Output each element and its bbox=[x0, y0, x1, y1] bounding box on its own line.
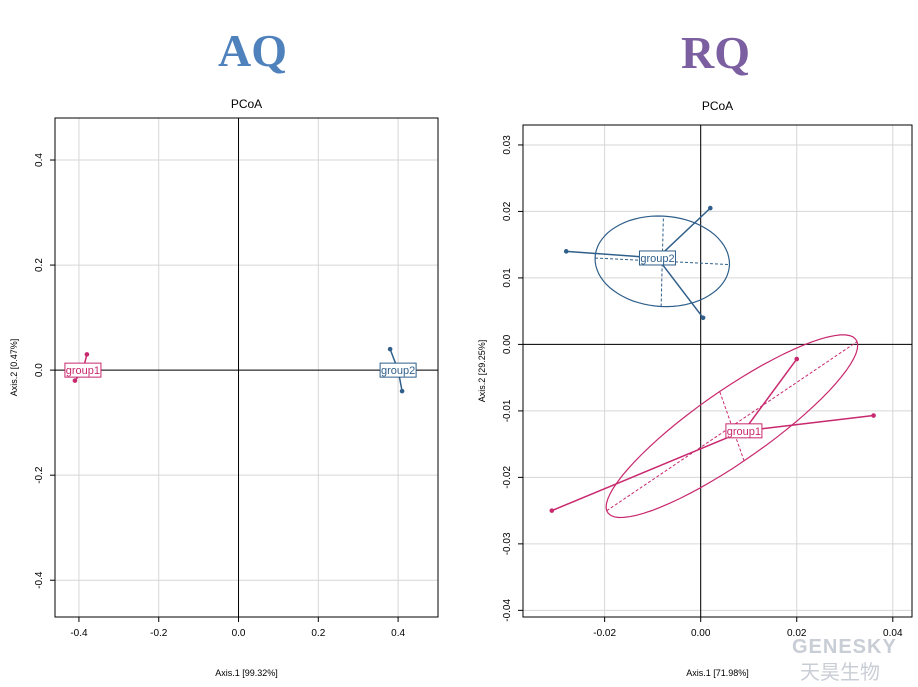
y-tick-label: 0.0 bbox=[34, 363, 45, 377]
y-axis-label: Axis.2 [0.47%] bbox=[9, 339, 19, 397]
panel-title-aq: AQ bbox=[218, 25, 287, 76]
chart-title: PCoA bbox=[702, 99, 733, 113]
x-tick-label: 0.2 bbox=[311, 628, 325, 639]
group-label-group1: group1 bbox=[66, 365, 100, 377]
data-point-group1 bbox=[794, 356, 800, 362]
group-label-box-group2 bbox=[638, 250, 676, 266]
confidence-ellipse-group1 bbox=[605, 334, 859, 519]
series-group1: group1 bbox=[549, 334, 876, 519]
y-tick-label: -0.01 bbox=[502, 399, 513, 422]
y-axis-label: Axis.2 [29.25%] bbox=[477, 340, 487, 403]
x-tick-label: -0.02 bbox=[593, 628, 616, 639]
data-point-group1 bbox=[871, 413, 876, 418]
group-label-box-group1 bbox=[725, 423, 763, 439]
data-point-group2 bbox=[707, 205, 713, 211]
x-tick-label: -0.4 bbox=[70, 628, 88, 639]
x-axis-label: Axis.1 [99.32%] bbox=[215, 668, 278, 678]
series-group2: group2 bbox=[563, 205, 731, 321]
x-tick-label: 0.02 bbox=[787, 628, 807, 639]
y-tick-label: 0.00 bbox=[502, 334, 513, 354]
watermark-logo-cn: 天昊生物 bbox=[800, 660, 880, 684]
data-point-group2 bbox=[387, 346, 393, 352]
spider-line-group1 bbox=[743, 414, 874, 432]
y-tick-label: -0.4 bbox=[34, 571, 45, 589]
group-label-group2: group2 bbox=[640, 253, 674, 265]
data-point-group2 bbox=[700, 315, 706, 321]
y-tick-label: 0.01 bbox=[502, 268, 513, 288]
y-tick-label: -0.02 bbox=[502, 466, 513, 489]
group-label-group1: group1 bbox=[727, 426, 761, 438]
plot-frame bbox=[54, 117, 439, 618]
group-label-group2: group2 bbox=[381, 365, 415, 377]
x-tick-label: 0.04 bbox=[883, 628, 903, 639]
spider-line-group1 bbox=[743, 358, 798, 432]
x-tick-label: 0.4 bbox=[391, 628, 405, 639]
y-tick-label: 0.4 bbox=[34, 153, 45, 167]
plot-frame bbox=[522, 124, 913, 618]
y-tick-label: -0.2 bbox=[34, 466, 45, 484]
group-label-box-group1 bbox=[64, 362, 102, 378]
series-group1: group1 bbox=[64, 352, 102, 383]
chart-title: PCoA bbox=[231, 97, 262, 111]
y-tick-label: 0.2 bbox=[34, 258, 45, 272]
y-tick-label: -0.03 bbox=[502, 532, 513, 555]
data-point-group1 bbox=[72, 378, 78, 383]
spider-line-group2 bbox=[656, 257, 704, 319]
panel-title-rq: RQ bbox=[681, 27, 750, 78]
data-point-group1 bbox=[549, 508, 555, 513]
data-point-group2 bbox=[563, 249, 569, 254]
spider-line-group1 bbox=[551, 430, 745, 512]
series-group2: group2 bbox=[379, 346, 417, 394]
watermark-logo-text: GENESKY bbox=[792, 636, 897, 658]
y-tick-label: 0.03 bbox=[502, 135, 513, 155]
x-tick-label: -0.2 bbox=[150, 628, 168, 639]
group-label-box-group2 bbox=[379, 362, 417, 378]
y-tick-label: 0.02 bbox=[502, 201, 513, 221]
pcoa-panel-2: PCoA -0.02 0.00 0.02 0.04 -0.04 -0.03 -0.02 -0.0… bbox=[477, 99, 913, 678]
data-point-group1 bbox=[84, 352, 90, 357]
data-point-group2 bbox=[399, 388, 405, 394]
y-tick-label: -0.04 bbox=[502, 599, 513, 622]
x-tick-label: 0.0 bbox=[232, 628, 246, 639]
x-axis-label: Axis.1 [71.98%] bbox=[686, 668, 749, 678]
x-tick-label: 0.00 bbox=[691, 628, 711, 639]
spider-line-group2 bbox=[656, 207, 711, 259]
pcoa-panel-1: PCoA -0.4 -0.2 0.0 0.2 0.4 -0.4 -0.2 0.0 0.2 0.4 Ax… bbox=[9, 97, 439, 678]
